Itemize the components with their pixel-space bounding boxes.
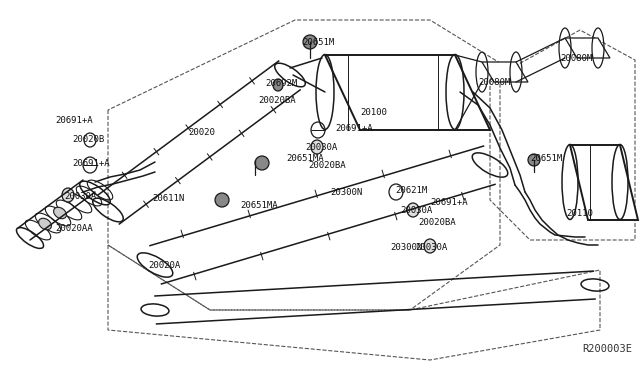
Text: 20621M: 20621M bbox=[395, 186, 428, 195]
Text: 20611N: 20611N bbox=[152, 193, 184, 202]
Ellipse shape bbox=[303, 35, 317, 49]
Ellipse shape bbox=[62, 188, 74, 202]
Text: 20691+A: 20691+A bbox=[430, 198, 468, 206]
Polygon shape bbox=[565, 38, 610, 58]
Polygon shape bbox=[570, 145, 638, 220]
Ellipse shape bbox=[424, 239, 436, 253]
Text: R200003E: R200003E bbox=[582, 344, 632, 354]
Ellipse shape bbox=[407, 203, 419, 217]
Text: 20651M: 20651M bbox=[302, 38, 334, 46]
Text: 20020BA: 20020BA bbox=[308, 160, 346, 170]
Text: 20030A: 20030A bbox=[305, 142, 337, 151]
Text: 20691+A: 20691+A bbox=[72, 158, 109, 167]
Text: 20110: 20110 bbox=[566, 208, 593, 218]
Ellipse shape bbox=[528, 154, 540, 166]
Text: 20300N: 20300N bbox=[390, 244, 422, 253]
Text: 20080M: 20080M bbox=[560, 54, 592, 62]
Ellipse shape bbox=[255, 156, 269, 170]
Text: 20020: 20020 bbox=[188, 128, 215, 137]
Ellipse shape bbox=[54, 207, 67, 219]
Ellipse shape bbox=[215, 193, 229, 207]
Text: 20030A: 20030A bbox=[400, 205, 432, 215]
Ellipse shape bbox=[311, 140, 323, 154]
Text: 20100: 20100 bbox=[360, 108, 387, 116]
Text: 20030A: 20030A bbox=[64, 192, 96, 201]
Ellipse shape bbox=[38, 218, 51, 230]
Text: 20030A: 20030A bbox=[415, 244, 447, 253]
Polygon shape bbox=[325, 55, 490, 130]
Ellipse shape bbox=[273, 79, 283, 91]
Text: 20691+A: 20691+A bbox=[335, 124, 372, 132]
Text: 20020A: 20020A bbox=[148, 262, 180, 270]
Text: 20691+A: 20691+A bbox=[55, 115, 93, 125]
Text: 20651MA: 20651MA bbox=[286, 154, 324, 163]
Text: 20020BA: 20020BA bbox=[258, 96, 296, 105]
Text: 20651M: 20651M bbox=[530, 154, 563, 163]
Text: 20651MA: 20651MA bbox=[240, 201, 278, 209]
Text: 20692M: 20692M bbox=[265, 78, 297, 87]
Text: 20020BA: 20020BA bbox=[418, 218, 456, 227]
Text: 20300N: 20300N bbox=[330, 187, 362, 196]
Text: 20080M: 20080M bbox=[478, 77, 510, 87]
Text: 20020AA: 20020AA bbox=[55, 224, 93, 232]
Polygon shape bbox=[482, 62, 528, 82]
Text: 20020B: 20020B bbox=[72, 135, 104, 144]
